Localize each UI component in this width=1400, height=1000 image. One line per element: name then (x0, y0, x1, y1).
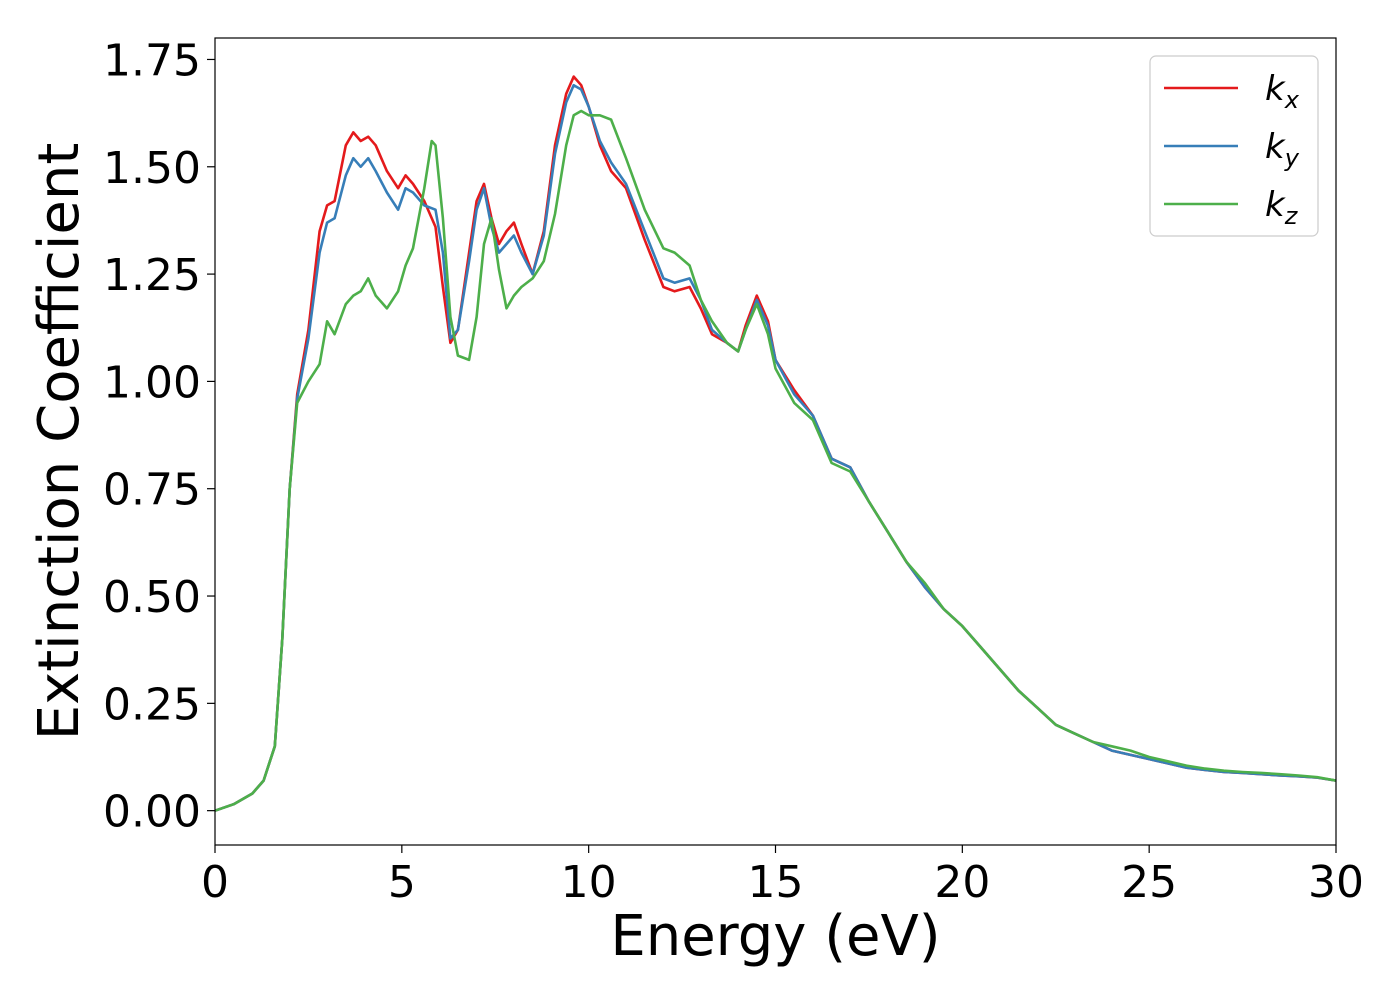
y-tick-label: 0.00 (103, 787, 201, 838)
legend-label-subscript: z (1284, 202, 1299, 230)
series-line-kz (215, 109, 1336, 812)
y-tick-label: 1.00 (103, 357, 201, 408)
legend-label-subscript: y (1284, 144, 1300, 172)
y-tick-label: 1.25 (103, 250, 201, 301)
y-tick-label: 1.75 (103, 35, 201, 86)
x-tick-label: 10 (561, 857, 617, 908)
x-axis-ticks: 0 5 10 15 20 25 30 (201, 845, 1364, 908)
y-tick-label: 1.50 (103, 143, 201, 194)
x-tick-label: 20 (934, 857, 990, 908)
x-tick-label: 15 (748, 857, 804, 908)
y-tick-label: 0.75 (103, 465, 201, 516)
x-axis-label: Energy (eV) (610, 904, 940, 969)
x-tick-label: 30 (1308, 857, 1364, 908)
series-layer (215, 75, 1336, 812)
x-tick-label: 25 (1121, 857, 1177, 908)
legend-label-subscript: x (1284, 86, 1300, 114)
x-tick-label: 0 (201, 857, 229, 908)
legend-entry-kx: kx (1164, 69, 1300, 114)
y-tick-label: 0.50 (103, 572, 201, 623)
y-tick-label: 0.25 (103, 679, 201, 730)
y-axis-label: Extinction Coefficient (27, 143, 92, 741)
x-tick-label: 5 (388, 857, 416, 908)
y-axis-ticks: 0.00 0.25 0.50 0.75 1.00 1.25 1.50 1.75 (103, 35, 215, 838)
